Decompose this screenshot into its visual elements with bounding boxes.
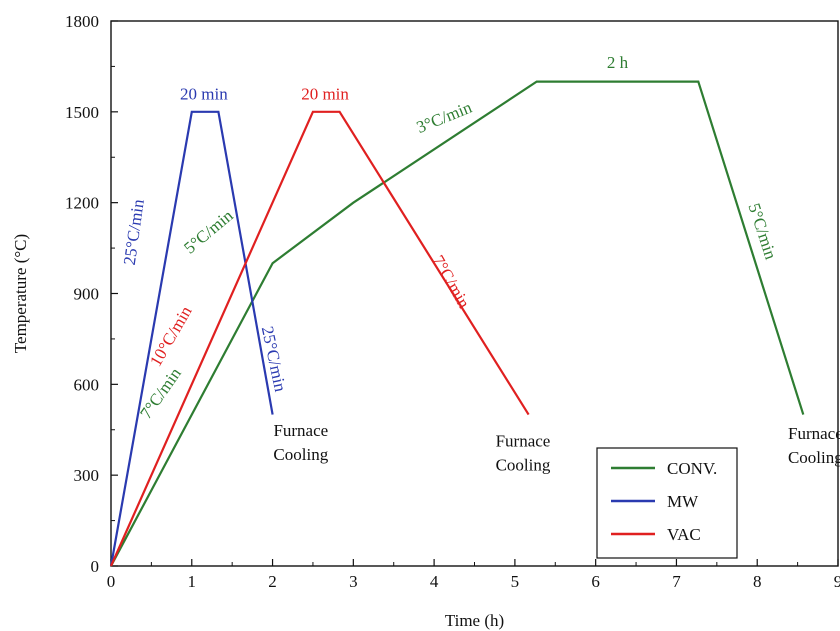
y-tick-label: 1800	[65, 12, 99, 31]
annotation-label: Furnace	[788, 424, 840, 443]
y-tick-label: 0	[91, 557, 100, 576]
x-tick-label: 5	[511, 572, 520, 591]
annotation-label: 20 min	[180, 85, 228, 104]
y-tick-label: 1200	[65, 194, 99, 213]
legend-label: VAC	[667, 525, 701, 544]
annotation-label: 5°C/min	[180, 206, 237, 258]
x-tick-label: 6	[591, 572, 600, 591]
x-tick-label: 7	[672, 572, 681, 591]
y-tick-label: 300	[74, 466, 100, 485]
annotation-label: Furnace	[273, 421, 328, 440]
legend-box	[596, 447, 738, 559]
annotation-label: 5°C/min	[744, 201, 780, 262]
axes: 0 1 2 3 4 5 6 7 8 9 0 300 600 900 1200 1500 1800	[65, 12, 840, 591]
annotation-label: Furnace	[496, 431, 551, 450]
annotation-label: 25°C/min	[120, 198, 148, 267]
annotation-label: Cooling	[273, 445, 328, 464]
y-tick-label: 900	[74, 285, 100, 304]
annotation-label: 10°C/min	[146, 302, 196, 369]
x-tick-label: 0	[107, 572, 116, 591]
annotation-label: Cooling	[496, 456, 551, 475]
series-line-conv	[110, 80, 805, 567]
annotation-label: Cooling	[788, 448, 840, 467]
x-axis-title: Time (h)	[445, 611, 504, 630]
annotation-label: 7°C/min	[428, 252, 474, 312]
legend: CONV. MW VAC	[596, 447, 738, 559]
y-axis-title: Temperature (°C)	[11, 234, 30, 353]
annotation-label: 20 min	[301, 85, 349, 104]
legend-label: MW	[667, 492, 699, 511]
annotation-label: 2 h	[607, 53, 629, 72]
x-tick-label: 3	[349, 572, 358, 591]
x-tick-label: 2	[268, 572, 277, 591]
x-tick-label: 9	[834, 572, 840, 591]
x-tick-label: 1	[188, 572, 197, 591]
x-tick-label: 4	[430, 572, 439, 591]
x-tick-label: 8	[753, 572, 762, 591]
y-tick-label: 1500	[65, 103, 99, 122]
y-tick-label: 600	[74, 375, 100, 394]
series-line-vac	[109, 110, 530, 567]
series-line-mw	[109, 110, 274, 567]
series-lines	[109, 80, 805, 567]
annotation-label: 3°C/min	[414, 98, 475, 137]
legend-label: CONV.	[667, 459, 717, 478]
